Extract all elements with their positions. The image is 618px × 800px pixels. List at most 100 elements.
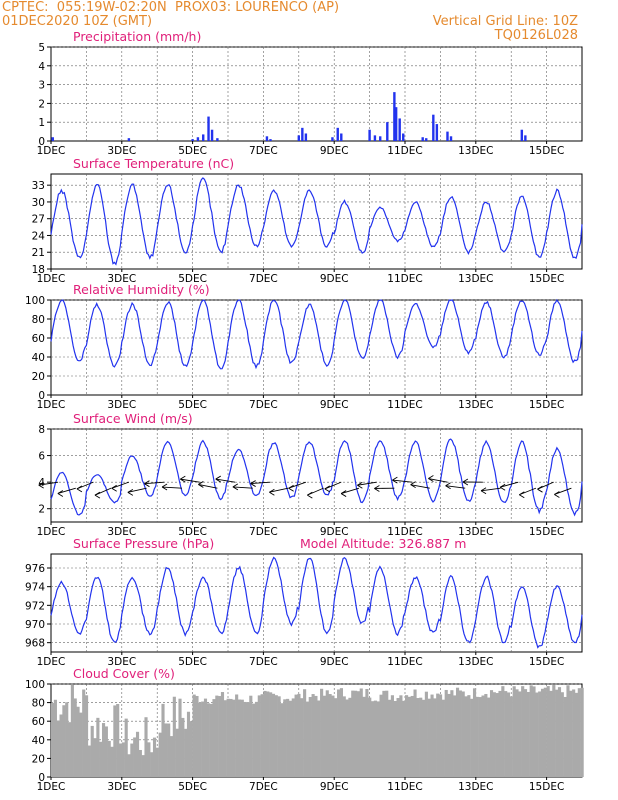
wind-xtick-label: 3DEC — [107, 526, 136, 538]
wind-arrow — [198, 483, 218, 489]
cloud-bar — [192, 694, 196, 777]
cloud-bar — [127, 754, 131, 777]
cloud-bar — [73, 698, 77, 777]
wind-arrowhead — [161, 483, 168, 491]
cloud-bar — [311, 694, 315, 777]
precip-bar — [368, 129, 371, 141]
cloud-bar — [65, 702, 69, 777]
cloud-xtick-label: 15DEC — [529, 781, 564, 793]
cloud-bar — [277, 696, 281, 777]
cloud-bar — [99, 741, 103, 777]
pressure-xtick-label: 7DEC — [249, 656, 278, 668]
cloud-bar — [368, 697, 372, 777]
precip-bar — [127, 138, 131, 141]
cloud-ytick-label: 0 — [38, 772, 45, 784]
cloud-bar — [51, 703, 55, 777]
precip-bar — [402, 133, 405, 141]
rh-ytick-label: 40 — [32, 352, 45, 364]
cloud-bar — [169, 736, 174, 777]
wind-arrowhead — [180, 475, 186, 483]
cloud-bar — [121, 742, 125, 777]
cloud-bar — [359, 688, 363, 777]
precip-xtick-label: 1DEC — [37, 145, 66, 157]
wind-arrowhead — [198, 481, 204, 488]
cloud-bar — [492, 692, 496, 777]
header-model-code: TQ0126L028 — [494, 28, 578, 43]
precip-bar — [432, 114, 435, 141]
cloud-bar — [138, 749, 142, 777]
cloud-bar — [240, 699, 244, 777]
wind-arrowhead — [374, 485, 380, 492]
wind-arrowhead — [144, 480, 150, 488]
cloud-bar — [226, 698, 230, 777]
rh-xtick-label: 1DEC — [37, 399, 66, 411]
cloud-bar — [172, 696, 176, 777]
precip-ytick-label: 3 — [38, 80, 45, 92]
wind-arrow — [180, 478, 200, 483]
precip-bar — [520, 129, 524, 141]
cloud-bar — [93, 738, 97, 777]
wind-arrow — [392, 479, 413, 483]
cloud-bar — [158, 732, 162, 777]
cloud-bar — [269, 692, 273, 777]
wind-arrowhead — [215, 475, 221, 483]
precip-bar — [202, 134, 205, 141]
wind-arrowhead — [76, 485, 83, 493]
cloud-bar — [373, 700, 377, 777]
precip-bar — [421, 137, 424, 141]
cloud-bar — [342, 696, 346, 777]
cloud-bar — [521, 686, 525, 777]
cloud-bar — [110, 746, 114, 777]
wind-xtick-label: 1DEC — [37, 526, 66, 538]
cloud-bar — [297, 693, 301, 777]
cloud-bar — [328, 694, 332, 777]
pressure-xtick-label: 13DEC — [458, 656, 493, 668]
cloud-ytick-label: 40 — [32, 735, 45, 747]
pressure-xtick-label: 5DEC — [178, 656, 207, 668]
precip-bar — [394, 107, 398, 141]
cloud-bar — [475, 696, 479, 777]
cloud-bar — [444, 689, 448, 777]
precip-bar — [398, 118, 401, 141]
rh-xtick-label: 5DEC — [178, 399, 207, 411]
cloud-bar — [283, 699, 287, 777]
cloud-bar — [472, 688, 477, 777]
cloud-bar — [413, 689, 417, 777]
wind-arrow — [127, 487, 147, 493]
cloud-bar — [87, 745, 91, 777]
cloud-bar — [405, 695, 409, 777]
cloud-bar — [498, 690, 502, 777]
wind-arrowhead — [519, 491, 525, 499]
precip-bar — [446, 131, 449, 141]
wind-arrowhead — [94, 491, 101, 499]
wind-xtick-label: 5DEC — [178, 526, 207, 538]
pressure-ytick-label: 970 — [25, 619, 45, 631]
rh-frame — [50, 299, 583, 396]
cloud-bar — [288, 700, 293, 777]
cloud-bar — [195, 695, 199, 777]
cloud-bar — [430, 694, 434, 777]
cloud-bar — [512, 686, 516, 777]
wind-arrow — [144, 481, 165, 485]
rh-ytick-label: 0 — [38, 390, 45, 402]
cloud-bar — [461, 691, 465, 777]
cloud-bar — [450, 690, 454, 777]
rh-xtick-label: 13DEC — [458, 399, 493, 411]
pressure-xtick-label: 1DEC — [37, 656, 66, 668]
cloud-bar — [305, 701, 310, 777]
cloud-bar — [203, 698, 208, 777]
cloud-bar — [59, 714, 63, 777]
cloud-bar — [396, 698, 400, 777]
pressure-annotation: Model Altitude: 326.887 m — [300, 536, 466, 551]
rh-xtick-label: 15DEC — [529, 399, 564, 411]
precip-xtick-label: 11DEC — [387, 145, 422, 157]
cloud-bar — [178, 698, 182, 777]
cloud-bar — [314, 695, 318, 777]
cloud-bar — [523, 689, 528, 777]
cloud-bar — [104, 726, 108, 777]
cloud-bar — [509, 696, 513, 777]
precip-bar — [379, 136, 382, 141]
cloud-bar — [155, 747, 159, 777]
precip-bar — [435, 124, 439, 141]
precip-bar — [210, 129, 214, 141]
